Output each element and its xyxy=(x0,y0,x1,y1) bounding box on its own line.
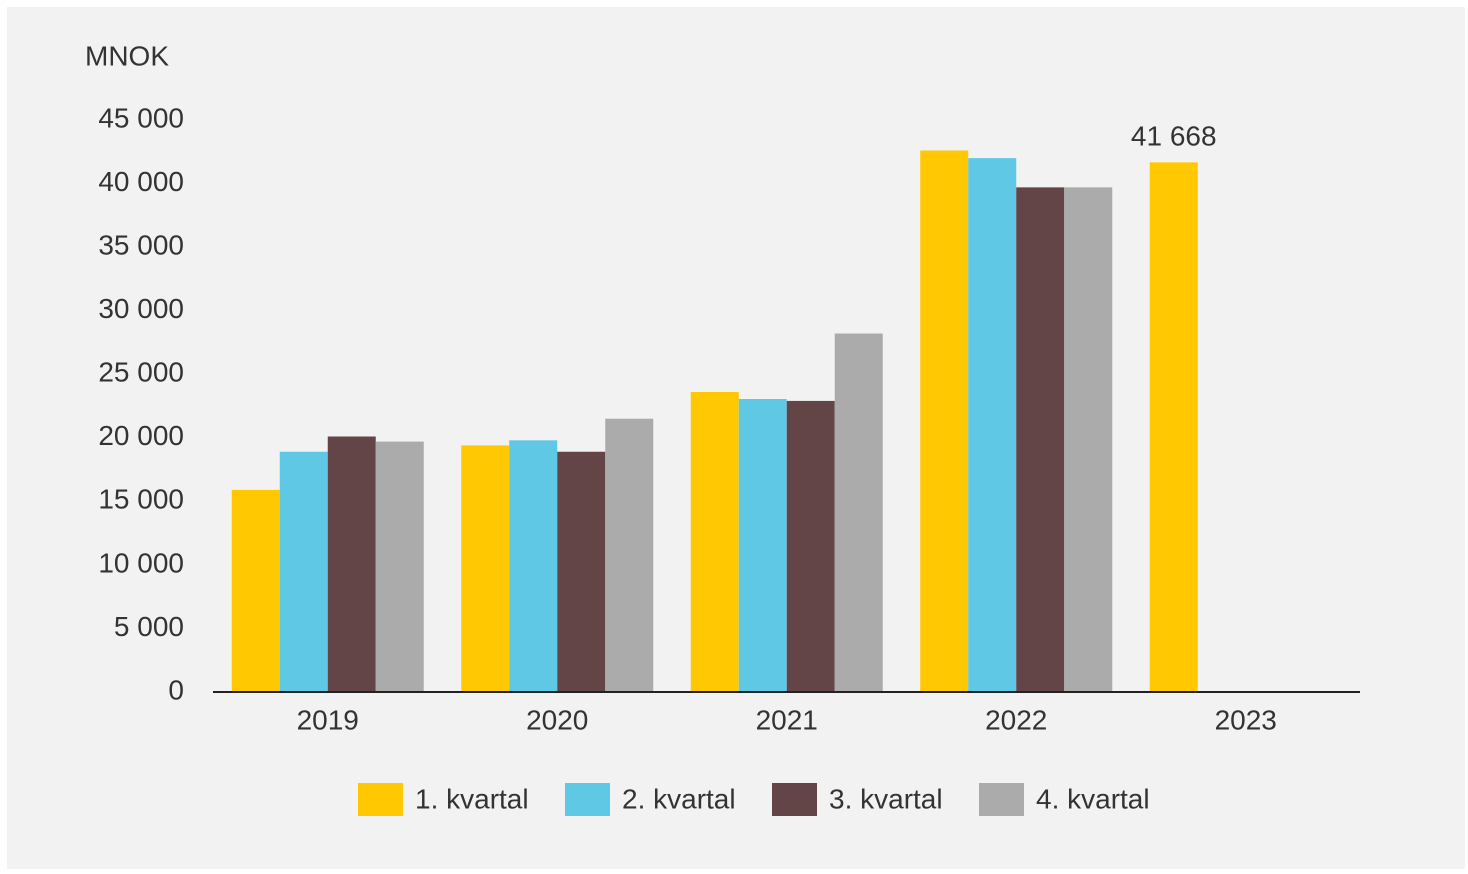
y-tick-label: 20 000 xyxy=(98,420,184,451)
bar xyxy=(1149,162,1198,693)
legend-swatch xyxy=(772,783,817,816)
bar xyxy=(605,418,654,692)
bar xyxy=(279,451,328,692)
x-tick-label: 2023 xyxy=(1215,704,1277,735)
legend-label: 2. kvartal xyxy=(622,783,736,814)
y-tick-label: 15 000 xyxy=(98,484,184,515)
y-tick-label: 25 000 xyxy=(98,357,184,388)
bar xyxy=(557,451,606,692)
y-tick-label: 35 000 xyxy=(98,230,184,261)
bar xyxy=(375,441,424,692)
x-tick-label: 2020 xyxy=(526,704,588,735)
bar xyxy=(231,489,280,692)
y-tick-label: 40 000 xyxy=(98,166,184,197)
x-tick-label: 2019 xyxy=(297,704,359,735)
x-tick-label: 2021 xyxy=(756,704,818,735)
bar xyxy=(834,333,883,692)
y-tick-label: 10 000 xyxy=(98,547,184,578)
bar xyxy=(920,150,969,693)
x-tick-label: 2022 xyxy=(985,704,1047,735)
legend-label: 3. kvartal xyxy=(829,783,943,814)
y-axis-label: MNOK xyxy=(85,40,169,71)
bar xyxy=(690,392,739,692)
legend-swatch xyxy=(358,783,403,816)
bar xyxy=(1016,187,1065,692)
y-tick-label: 0 xyxy=(168,674,184,705)
bar xyxy=(509,440,558,692)
bar xyxy=(1064,187,1113,692)
data-label: 41 668 xyxy=(1131,121,1217,152)
legend-label: 1. kvartal xyxy=(415,783,529,814)
legend-swatch xyxy=(979,783,1024,816)
bar xyxy=(968,158,1017,693)
y-tick-label: 30 000 xyxy=(98,293,184,324)
bar xyxy=(327,436,376,692)
legend-label: 4. kvartal xyxy=(1036,783,1150,814)
bar xyxy=(738,399,787,692)
y-tick-label: 5 000 xyxy=(114,611,184,642)
bar xyxy=(786,400,835,692)
y-tick-label: 45 000 xyxy=(98,102,184,133)
bar xyxy=(461,445,510,692)
legend-swatch xyxy=(565,783,610,816)
